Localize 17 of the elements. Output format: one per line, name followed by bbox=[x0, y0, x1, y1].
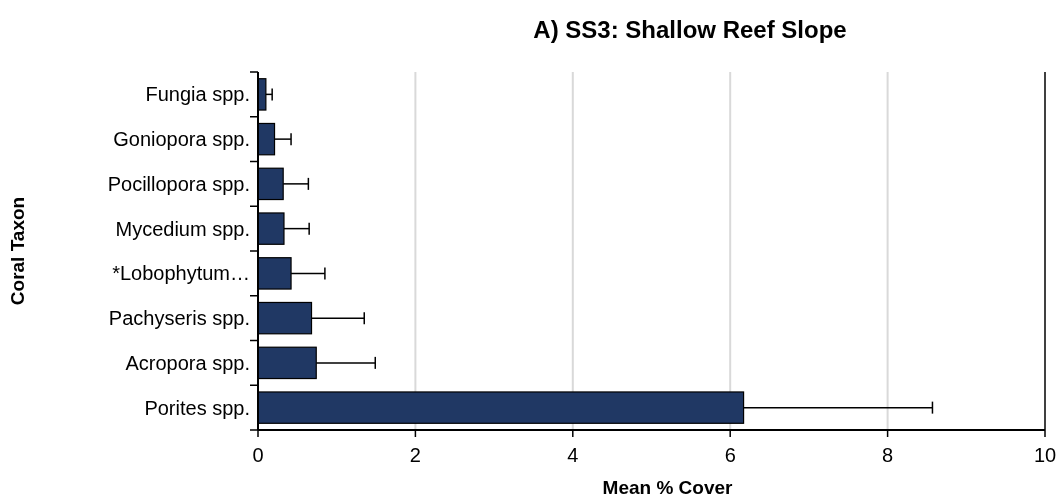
x-axis-title: Mean % Cover bbox=[602, 477, 734, 498]
x-tick-label: 2 bbox=[409, 444, 421, 466]
chart-title: A) SS3: Shallow Reef Slope bbox=[533, 16, 847, 43]
y-tick-label: Pachyseris spp. bbox=[108, 307, 250, 330]
x-tick-label: 10 bbox=[1033, 444, 1057, 466]
x-tick-label: 4 bbox=[567, 444, 579, 466]
y-tick-label: *Lobophytum… bbox=[112, 262, 250, 285]
y-tick-label: Porites spp. bbox=[144, 396, 250, 419]
x-tick-label: 8 bbox=[882, 444, 894, 466]
y-tick-label: Pocillopora spp. bbox=[107, 172, 250, 195]
x-tick-label: 0 bbox=[252, 444, 264, 466]
y-tick-label: Mycedium spp. bbox=[115, 217, 250, 240]
y-tick-label: Fungia spp. bbox=[145, 83, 250, 106]
y-tick-label: Goniopora spp. bbox=[113, 128, 250, 151]
y-axis-title: Coral Taxon bbox=[7, 196, 28, 306]
x-tick-label: 6 bbox=[724, 444, 736, 466]
y-tick-label: Acropora spp. bbox=[125, 351, 250, 374]
